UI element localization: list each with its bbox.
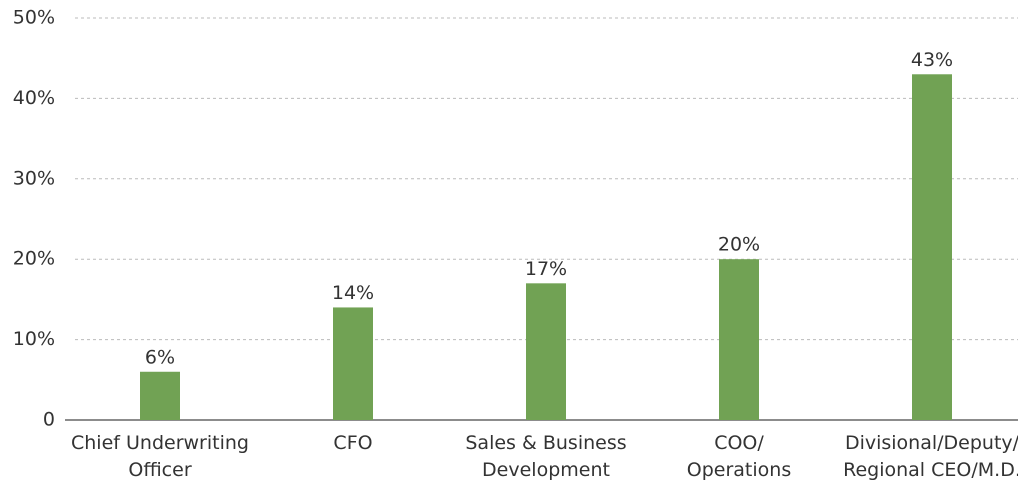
x-tick-label: Divisional/Deputy/Regional CEO/M.D.	[843, 432, 1018, 481]
y-tick-label: 30%	[13, 167, 55, 189]
value-label: 6%	[145, 346, 175, 368]
y-tick-label: 50%	[13, 7, 55, 29]
value-label: 43%	[911, 49, 953, 71]
bar	[912, 74, 952, 420]
value-label: 20%	[718, 234, 760, 256]
y-tick-label: 0	[43, 409, 55, 431]
y-tick-label: 40%	[13, 87, 55, 109]
bar	[333, 307, 373, 420]
value-label: 17%	[525, 258, 567, 280]
bar	[526, 283, 566, 420]
bar	[140, 371, 180, 420]
x-tick-label: Chief Underwriting Officer	[71, 432, 249, 481]
x-tick-label: COO/Operations	[687, 432, 791, 481]
x-tick-label: Sales & Business Development	[465, 432, 626, 481]
y-tick-label: 20%	[13, 248, 55, 270]
bar	[719, 259, 759, 420]
value-label: 14%	[332, 282, 374, 304]
y-tick-label: 10%	[13, 328, 55, 350]
x-tick-label: CFO	[333, 432, 372, 454]
